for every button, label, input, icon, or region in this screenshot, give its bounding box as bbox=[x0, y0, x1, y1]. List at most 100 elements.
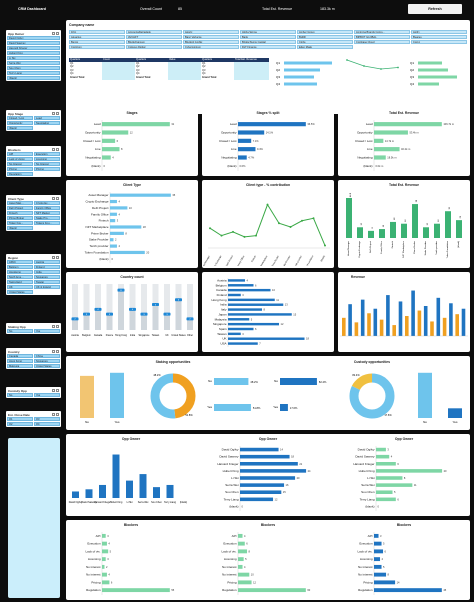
region-slicer-item[interactable]: Singapore bbox=[34, 275, 60, 279]
opp-owner-slicer-item[interactable]: David Ogilvy bbox=[7, 36, 60, 40]
company-item[interactable]: Coinbase Cloud bbox=[354, 40, 410, 44]
company-item[interactable]: CoinCom bbox=[69, 45, 125, 49]
region-slicer-item[interactable]: United States bbox=[7, 290, 33, 294]
company-item[interactable]: Amber Group bbox=[297, 30, 353, 34]
staking-slicer-item[interactable]: Yes bbox=[34, 329, 60, 333]
company-item[interactable]: Circle bbox=[297, 40, 353, 44]
client-type-slicer-item[interactable]: Prime Broker bbox=[7, 216, 33, 220]
close-date-slicer-item[interactable]: Q1 bbox=[7, 417, 33, 421]
clear-filter-icon[interactable] bbox=[56, 388, 59, 392]
clear-filter-icon[interactable] bbox=[56, 111, 59, 115]
opp-stage-slicer-item[interactable]: Closed / Lost bbox=[7, 116, 33, 120]
opp-owner-slicer-item[interactable]: David Sawney bbox=[7, 41, 60, 45]
company-item[interactable]: Cybercoinium bbox=[183, 45, 239, 49]
company-item[interactable]: Banc Verlucce bbox=[183, 35, 239, 39]
opp-owner-slicer-item[interactable]: Terry Liang bbox=[7, 71, 60, 75]
country-slicer-item[interactable]: Malaysia bbox=[7, 364, 33, 368]
region-slicer-item[interactable]: India bbox=[34, 270, 60, 274]
opp-owner-slicer-item[interactable]: Harvard Krieger bbox=[7, 46, 60, 50]
multiselect-icon[interactable] bbox=[52, 349, 55, 353]
opp-owner-slicer-item[interactable]: Sou Chen bbox=[7, 66, 60, 70]
clear-filter-icon[interactable] bbox=[56, 324, 59, 328]
company-item[interactable]: Bwares bbox=[411, 35, 467, 39]
opp-owner-slicer-item[interactable]: Serra Wei bbox=[7, 61, 60, 65]
client-type-slicer-item[interactable]: NFT Market bbox=[34, 211, 60, 215]
country-slicer-item[interactable]: Singapore bbox=[34, 359, 60, 363]
blockers-slicer-item[interactable]: Pricing bbox=[34, 167, 60, 171]
client-type-slicer-item[interactable]: Family Office bbox=[34, 206, 60, 210]
refresh-button[interactable]: Refresh bbox=[408, 4, 462, 14]
company-item[interactable]: BridgeTowns Capital bbox=[240, 40, 296, 44]
multiselect-icon[interactable] bbox=[52, 196, 55, 200]
clear-filter-icon[interactable] bbox=[56, 196, 59, 200]
blockers-slicer-item[interactable]: No Interest bbox=[34, 162, 60, 166]
blockers-slicer-item[interactable]: API bbox=[7, 152, 33, 156]
close-date-slicer-item[interactable]: Q4 bbox=[34, 422, 60, 426]
region-slicer-item[interactable]: Swizerland bbox=[7, 280, 33, 284]
company-item[interactable]: Aquarius bbox=[69, 35, 125, 39]
company-item[interactable]: Amtrona Brands Corpo... bbox=[354, 30, 410, 34]
blockers-slicer-item[interactable]: Lack of vision bbox=[7, 157, 33, 161]
country-slicer-item[interactable]: United States bbox=[34, 364, 60, 368]
opp-owner-slicer-item[interactable]: (blank) bbox=[7, 76, 60, 80]
region-slicer-item[interactable]: Austria bbox=[34, 260, 60, 264]
close-date-slicer-item[interactable]: Q2 bbox=[7, 422, 33, 426]
opp-owner-slicer-item[interactable]: Hubert King bbox=[7, 51, 60, 55]
clear-filter-icon[interactable] bbox=[56, 147, 59, 151]
client-type-slicer-item[interactable]: Token Fou... bbox=[7, 221, 33, 225]
client-type-slicer-item[interactable]: DeFi Project bbox=[7, 206, 33, 210]
company-item[interactable]: 1Kin bbox=[69, 30, 125, 34]
opp-owner-slicer-item[interactable]: Li Ski bbox=[7, 56, 60, 60]
region-slicer-item[interactable]: UK & Ireland bbox=[34, 285, 60, 289]
region-slicer-item[interactable]: Finland bbox=[34, 265, 60, 269]
opp-stage-slicer-item[interactable]: Lead bbox=[34, 116, 60, 120]
region-slicer-item[interactable]: Belgium bbox=[7, 265, 33, 269]
company-item[interactable]: DLT Finance bbox=[240, 45, 296, 49]
close-date-slicer-item[interactable]: Q3 bbox=[34, 417, 60, 421]
region-slicer-item[interactable]: Taiwan bbox=[34, 280, 60, 284]
company-item[interactable]: Agoric bbox=[183, 30, 239, 34]
blockers-slicer-item[interactable]: No Interest bbox=[7, 162, 33, 166]
country-slicer-item[interactable]: China bbox=[34, 354, 60, 358]
company-item[interactable]: Apifry bbox=[411, 30, 467, 34]
company-item[interactable]: Eden Mask bbox=[297, 45, 353, 49]
client-type-slicer-item[interactable]: Crypto Ex... bbox=[34, 201, 60, 205]
region-slicer-item[interactable]: North Ame... bbox=[7, 275, 33, 279]
multiselect-icon[interactable] bbox=[52, 111, 55, 115]
company-item[interactable]: BIPBOT GLOBAL bbox=[354, 35, 410, 39]
country-slicer-item[interactable]: Hong Kong bbox=[7, 359, 33, 363]
company-item[interactable]: Blockpit GmbH bbox=[183, 40, 239, 44]
multiselect-icon[interactable] bbox=[52, 388, 55, 392]
sidebar-scroll-area[interactable] bbox=[8, 438, 60, 598]
blockers-slicer-item[interactable]: Regulation bbox=[7, 172, 33, 176]
country-slicer-item[interactable]: Canada bbox=[7, 354, 33, 358]
client-type-slicer-item[interactable]: Asset Man... bbox=[7, 201, 33, 205]
custody-slicer-item[interactable]: Yes bbox=[34, 393, 60, 397]
region-slicer-item[interactable]: APAC bbox=[7, 260, 33, 264]
region-slicer-item[interactable]: UK bbox=[7, 285, 33, 289]
company-item[interactable]: Accountabletradesk bbox=[126, 30, 182, 34]
company-item[interactable]: AVCHFT bbox=[126, 35, 182, 39]
custody-slicer-item[interactable]: No bbox=[7, 393, 33, 397]
opp-stage-slicer-item[interactable]: Negotiating bbox=[34, 121, 60, 125]
clear-filter-icon[interactable] bbox=[56, 349, 59, 353]
company-item[interactable]: Coin1 bbox=[411, 40, 467, 44]
client-type-slicer-item[interactable]: Tokens Fou... bbox=[34, 221, 60, 225]
company-item[interactable]: Bank bbox=[240, 35, 296, 39]
company-item[interactable]: Blockchainsun bbox=[126, 40, 182, 44]
opp-stage-slicer-item[interactable]: Opportunity bbox=[7, 121, 33, 125]
company-item[interactable]: Bemix bbox=[69, 40, 125, 44]
company-item[interactable]: Coloxus Digital bbox=[126, 45, 182, 49]
blockers-slicer-item[interactable]: Licensing bbox=[34, 157, 60, 161]
company-item[interactable]: Alpha Sigma bbox=[240, 30, 296, 34]
blockers-slicer-item[interactable]: Execution bbox=[34, 152, 60, 156]
clear-filter-icon[interactable] bbox=[56, 255, 59, 259]
multiselect-icon[interactable] bbox=[52, 255, 55, 259]
clear-filter-icon[interactable] bbox=[56, 31, 59, 35]
opp-stage-slicer-item[interactable]: (blank) bbox=[7, 126, 33, 130]
blockers-slicer-item[interactable]: Pricing bbox=[7, 167, 33, 171]
multiselect-icon[interactable] bbox=[52, 324, 55, 328]
staking-slicer-item[interactable]: No bbox=[7, 329, 33, 333]
client-type-slicer-item[interactable]: (blank) bbox=[7, 226, 33, 230]
company-item[interactable]: BHDF bbox=[297, 35, 353, 39]
